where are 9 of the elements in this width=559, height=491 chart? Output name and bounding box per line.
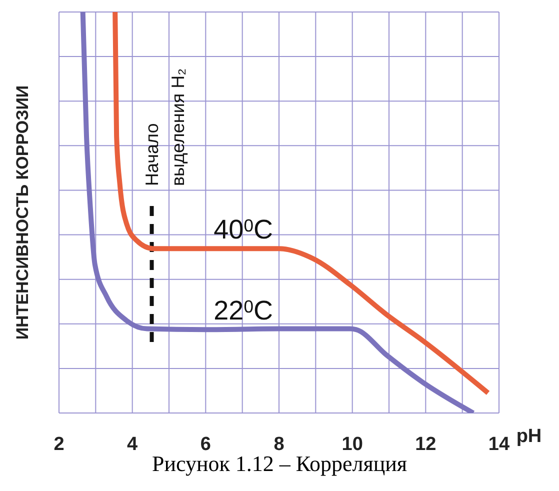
x-tick-label: 2 (54, 434, 64, 455)
x-tick-label: 14 (488, 434, 510, 455)
x-tick-label: 12 (415, 434, 436, 455)
x-axis-title: pH (516, 426, 542, 447)
y-axis-title: ИНТЕНСИВНОСТЬ КОРРОЗИИ (13, 85, 32, 340)
series-label: 40$^{0}$C (214, 214, 273, 245)
ref-line-label: Начало выделения H₂ (142, 68, 188, 186)
x-tick-label: 4 (127, 434, 138, 455)
series-label: 22$^{0}$C (214, 296, 273, 326)
